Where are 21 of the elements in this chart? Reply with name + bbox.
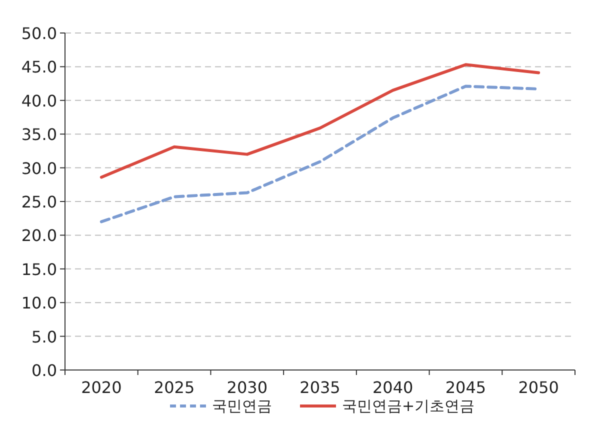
legend-label: 국민연금+기초연금 — [342, 397, 475, 415]
x-tick-label: 2050 — [518, 378, 559, 397]
x-tick-label: 2045 — [445, 378, 486, 397]
y-tick-label: 10.0 — [21, 294, 57, 313]
y-tick-label: 50.0 — [21, 24, 57, 43]
y-tick-label: 35.0 — [21, 125, 57, 144]
y-tick-label: 0.0 — [32, 361, 57, 380]
x-tick-label: 2035 — [300, 378, 340, 397]
y-tick-label: 5.0 — [32, 327, 57, 346]
y-tick-label: 20.0 — [21, 226, 57, 246]
x-tick-label: 2040 — [372, 378, 414, 397]
line-series — [100, 63, 540, 179]
y-tick-label: 30.0 — [21, 158, 57, 178]
legend-label: 국민연금 — [212, 397, 272, 415]
y-tick-label: 15.0 — [21, 260, 57, 279]
x-tick-label: 2025 — [154, 378, 195, 397]
y-tick-label: 25.0 — [21, 192, 57, 212]
x-tick-label: 2030 — [226, 378, 268, 397]
y-tick-label: 45.0 — [21, 58, 57, 77]
x-tick-label: 2020 — [81, 378, 122, 397]
y-tick-label: 40.0 — [21, 91, 57, 110]
